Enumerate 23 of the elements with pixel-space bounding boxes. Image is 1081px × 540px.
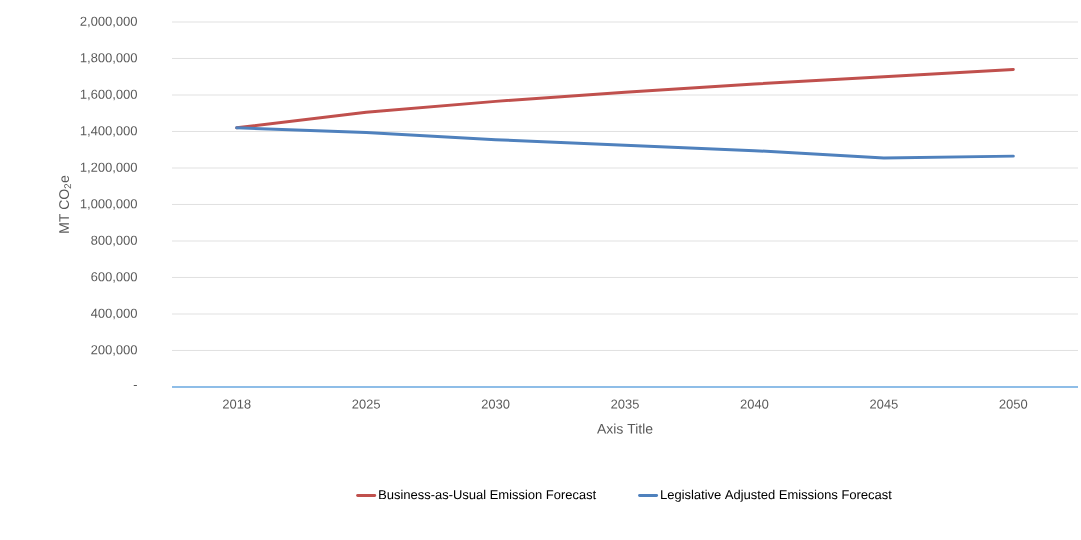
x-tick-label: 2018	[222, 399, 251, 409]
y-tick-label: 200,000	[91, 345, 137, 356]
legend-label: Business-as-Usual Emission Forecast	[379, 489, 597, 500]
y-tick-label: -	[133, 385, 137, 387]
y-tick-label: 800,000	[91, 235, 137, 247]
y-tick-label: 1,000,000	[80, 199, 137, 210]
y-tick-label: 1,200,000	[80, 162, 137, 174]
y-axis-title: MT CO$_{2}$e	[59, 175, 72, 233]
y-tick-label: 1,400,000	[80, 126, 137, 137]
x-axis-title: Axis Title	[597, 423, 653, 434]
x-tick-label: 2040	[740, 399, 769, 409]
x-tick-label: 2045	[870, 399, 898, 409]
x-tick-label: 2050	[999, 399, 1028, 409]
y-tick-label: 1,800,000	[80, 53, 137, 64]
y-tick-label: 1,600,000	[80, 89, 137, 101]
y-tick-label: 600,000	[91, 272, 137, 283]
x-tick-label: 2025	[352, 399, 380, 409]
legend-label: Legislative Adjusted Emissions Forecast	[661, 489, 892, 502]
x-tick-label: 2030	[481, 399, 510, 409]
y-tick-label: 2,000,000	[80, 16, 137, 28]
x-tick-label: 2035	[611, 399, 639, 409]
y-tick-label: 400,000	[90, 308, 137, 320]
line-series	[235, 126, 1015, 160]
